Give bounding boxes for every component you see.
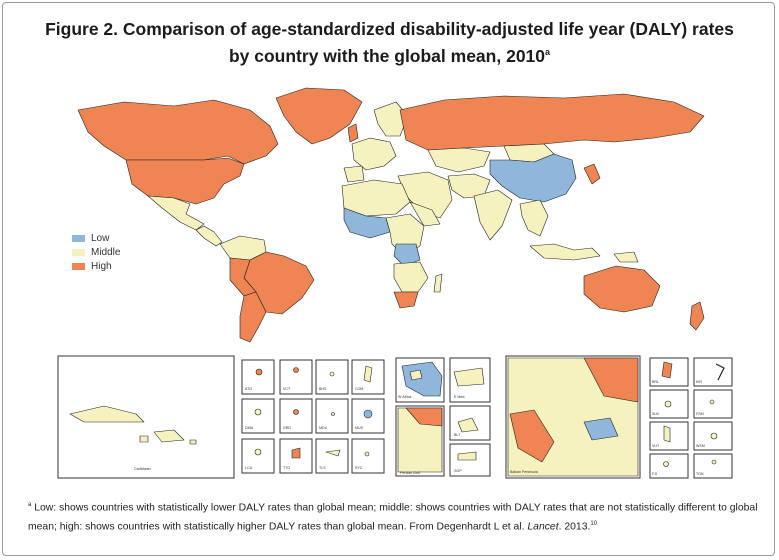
label-sgp: SGP [454,469,462,473]
label-wsm: WSM [696,444,705,448]
label-atg: ATG [245,387,252,391]
region-china [489,153,577,203]
inset-balkan-peninsula: Balkan Peninsula [505,355,641,479]
region-india [473,189,513,241]
label-w-africa: W Africa [398,395,411,399]
label-fji: FJI [652,472,657,476]
region-kazakhstan [427,147,491,173]
label-ton: TON [696,472,704,476]
inset-small-islands: ATG VCT BHS COM DMA GRD MDV MUS LCA TTO … [241,359,385,474]
world-map [77,87,705,343]
legend-swatch-middle [72,248,85,256]
region-mexico [147,195,205,231]
region-horn-of-africa [409,201,441,227]
label-dma: DMA [245,426,254,430]
footnote-marker: a [28,502,32,508]
region-greenland [275,87,363,145]
region-iberia [343,165,365,183]
region-madagascar [433,273,443,293]
legend-item-middle: Middle [72,246,120,258]
label-fsm: FSM [696,412,704,416]
region-indonesia [529,243,601,261]
region-canada [77,99,279,165]
region-papua-new-guinea [613,251,639,263]
region-uk [347,123,359,143]
label-com: COM [355,387,363,391]
label-tto: TTO [283,466,290,470]
region-australia [583,265,661,313]
region-western-europe [351,137,397,171]
region-usa [125,157,245,205]
region-west-africa [343,207,391,239]
footnote-year: . 2013. [558,521,591,533]
legend-swatch-low [72,234,85,242]
label-kir: KIR [696,380,702,384]
inset-pacific: BRL KIR SLB FSM VUT WSM FJI TON [649,357,733,479]
label-slb: SLB [652,412,659,416]
label-mus: MUS [355,426,364,430]
region-new-zealand [689,301,705,331]
caribbean-label: Caribbean [134,467,151,471]
inset-west-africa: W Africa [395,357,445,403]
figure-title: Figure 2. Comparison of age-standardized… [0,18,779,68]
region-korea-japan [583,163,601,185]
label-vct: VCT [283,387,291,391]
footnote-text: Low: shows countries with statistically … [28,502,758,533]
inset-persian-gulf: Persian Gulf [395,405,445,477]
inset-maps: Caribbean ATG VCT BHS COM DMA GRD MDV M [57,355,733,479]
label-persian-gulf: Persian Gulf [400,471,420,475]
region-argentina [239,291,267,343]
island-cuba [69,405,145,423]
title-line-2: by country with the global mean, 2010a [228,45,551,66]
legend-item-high: High [72,260,120,272]
label-grd: GRD [283,426,291,430]
inset-e-med: E Med. [449,357,491,403]
inset-sgp: SGP [449,443,491,477]
island-jamaica [139,435,149,443]
footnote: a Low: shows countries with statisticall… [28,497,758,536]
label-lca: LCA [245,466,253,470]
region-southern-africa [393,261,429,293]
island-hispaniola [153,429,185,443]
label-tls: TLS [319,466,326,470]
label-blt: BLT [454,433,461,437]
island-puerto-rico [189,439,197,445]
region-north-africa [341,179,411,217]
label-syc: SYC [355,466,363,470]
legend: Low Middle High [72,232,120,274]
inset-caribbean: Caribbean [57,355,235,479]
label-mdv: MDV [319,426,328,430]
label-bhs: BHS [319,387,327,391]
title-line-1: Figure 2. Comparison of age-standardized… [45,19,734,39]
label-vut: VUT [652,444,660,448]
legend-swatch-high [72,262,85,270]
label-brl: BRL [652,380,659,384]
footnote-ref: 10 [590,521,598,528]
region-russia [399,93,705,151]
label-e-med: E Med. [454,395,465,399]
region-scandinavia [373,101,409,137]
region-south-africa [393,291,419,309]
label-balkan-peninsula: Balkan Peninsula [510,470,538,474]
region-southeast-asia [519,199,549,237]
inset-blt: BLT [449,405,491,441]
region-central-america [195,225,223,247]
footnote-journal: Lancet [527,521,559,533]
legend-item-low: Low [72,232,120,244]
